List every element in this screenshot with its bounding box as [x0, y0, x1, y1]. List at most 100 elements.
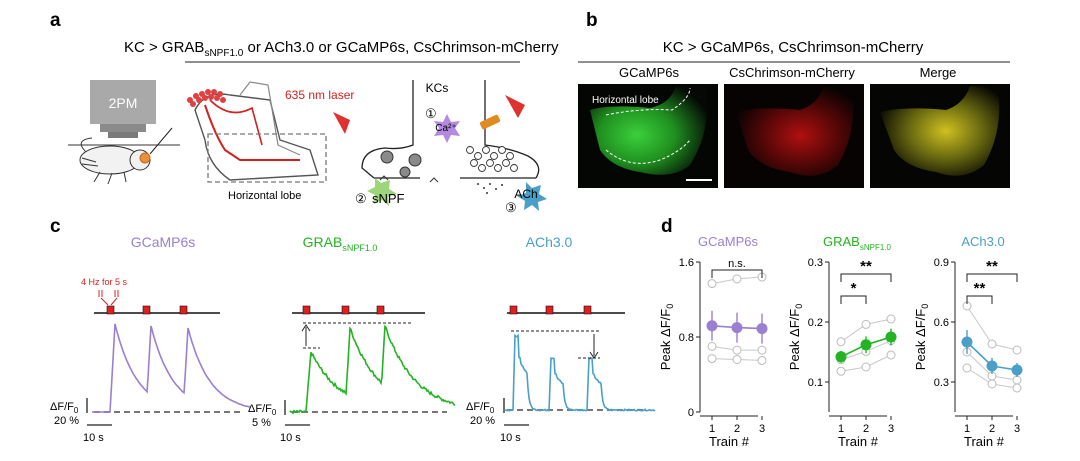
channel-icon [479, 114, 501, 130]
objective-body [90, 80, 156, 124]
y-axis-label-main: Peak ΔF/F [658, 309, 673, 370]
released-ach-dots [477, 183, 503, 194]
y-axis-label: Peak ΔF/F0 [658, 304, 675, 370]
calcium-label: Ca²⁺ [435, 123, 456, 134]
fly-illustration [79, 127, 173, 185]
mean-point [860, 339, 872, 351]
individual-point [707, 279, 717, 289]
y-tick-label: 0.8 [679, 332, 694, 344]
significance-label: n.s. [728, 258, 746, 270]
scalebar-gcamp: ΔF/F0 20 % 10 s [50, 398, 112, 444]
image-lobe-label: Horizontal lobe [592, 95, 659, 106]
gcamp-lobe-signal [590, 86, 708, 175]
individual-point [861, 362, 871, 372]
mean-point [731, 322, 743, 334]
xscale-gcamp: 10 s [83, 432, 104, 444]
mean-point [961, 336, 973, 348]
panel-c: c GCaMP6s GRABsNPF1.0 ACh3.0 4 Hz for 5 … [50, 216, 656, 444]
image-title-cschrimson: CsChrimson-mCherry [729, 65, 855, 80]
kc-cell-bodies [187, 89, 226, 107]
image-gcamp: Horizontal lobe [578, 84, 718, 188]
stim-label: 4 Hz for 5 s [81, 277, 128, 287]
stim-marker-gcamp-3 [179, 305, 188, 315]
image-title-merge: Merge [920, 65, 957, 80]
ach-label: ACh [514, 187, 537, 201]
y-tick-label: 1.6 [679, 257, 694, 269]
cschrimson-lobe-signal [736, 86, 854, 176]
mean-point [986, 360, 998, 372]
stim-marker-gcamp-2 [142, 305, 151, 315]
x-tick-label: 3 [888, 423, 894, 435]
individual-point [886, 314, 896, 324]
individual-point [1012, 345, 1022, 355]
chart-title-main: GRAB [823, 234, 860, 249]
individual-point [707, 341, 717, 351]
receptor-marks [379, 175, 439, 183]
significance-bracket [966, 295, 993, 304]
xscale-ach: 10 s [500, 432, 521, 444]
snpf-starburst [367, 178, 397, 206]
ach-annotations [511, 330, 600, 359]
laser-beam-small-icon [505, 95, 525, 118]
significance-label: ** [974, 280, 986, 297]
xscale-grab: 10 s [280, 432, 301, 444]
peak-chart-ach: ACh3.0 0.3 0.6 0.9 1 2 3 Train # Peak ΔF/F0 **** [913, 234, 1023, 449]
image-merge [870, 84, 1010, 188]
mean-point [756, 323, 768, 335]
y-tick-label: 0.3 [808, 257, 823, 269]
y-tick-label: 0.9 [934, 257, 949, 269]
significance-bracket [966, 273, 1018, 282]
chart-title: ACh3.0 [961, 234, 1004, 249]
trace-grab [289, 324, 456, 415]
zoom-pointer [149, 127, 173, 155]
synapse-schematic: KCs ① Ca²⁺ ② sN [355, 80, 547, 215]
stim-marker-grab-1 [302, 305, 311, 315]
y-axis-label-sub: 0 [794, 304, 804, 309]
x-axis-label: Train # [709, 434, 750, 449]
kc-membrane-left [361, 80, 414, 179]
panel-a: a KC > GRABsNPF1.0 or ACh3.0 or GCaMP6s,… [50, 10, 559, 215]
kc-axon-red-2 [209, 99, 263, 146]
y-tick-label: 0.6 [934, 317, 949, 329]
mushroom-body-lobe: Horizontal lobe 635 nm laser [187, 81, 354, 202]
individual-point [707, 354, 717, 364]
scalebar-ach: ΔF/F0 20 % 10 s [466, 398, 529, 444]
individual-point [962, 363, 972, 373]
yscale-gcamp: 20 % [54, 415, 79, 427]
lobe-outline [194, 93, 319, 181]
trace-title-grab-sub: sNPF1.0 [342, 243, 377, 253]
step2-label: ② [355, 191, 367, 206]
traces-layer [92, 305, 656, 415]
y-tick-label: 0 [688, 407, 694, 419]
fly-eye [139, 152, 151, 164]
chart-title-main: GCaMP6s [698, 234, 758, 249]
individual-point [861, 319, 871, 329]
trace-title-grab-main: GRAB [303, 234, 343, 250]
image-cschrimson [724, 84, 864, 188]
panel-letter-b: b [586, 10, 598, 31]
yscale-grab: 5 % [252, 417, 271, 429]
mean-point [835, 351, 847, 363]
vertical-lobe-outline [239, 81, 301, 156]
yscale-ach: 20 % [470, 415, 495, 427]
individual-point [732, 274, 742, 284]
x-tick-label: 2 [734, 423, 740, 435]
lobe-dashed-outline [605, 87, 691, 164]
stim-marker-gcamp-1 [106, 305, 115, 315]
panel-a-title-sub: sNPF1.0 [204, 48, 243, 59]
chart-title-sub: sNPF1.0 [860, 243, 892, 252]
panel-b: b KC > GCaMP6s, CsChrimson-mCherry GCaMP… [578, 10, 1010, 188]
trace-title-grab: GRABsNPF1.0 [303, 234, 378, 253]
objective-neck [100, 124, 146, 132]
laser-beam-icon [333, 112, 350, 134]
panel-a-title-main: KC > GRAB [124, 39, 204, 56]
individual-point [757, 355, 767, 365]
merge-lobe-signal [880, 86, 1000, 176]
scalebar-grab: ΔF/F0 5 % 10 s [248, 400, 310, 444]
stim-marker-ach-1 [509, 305, 518, 315]
x-tick-label: 3 [1014, 423, 1020, 435]
panel-a-title: KC > GRABsNPF1.0 or ACh3.0 or GCaMP6s, C… [124, 39, 559, 59]
ylabel-gcamp: ΔF/F0 [50, 401, 79, 415]
